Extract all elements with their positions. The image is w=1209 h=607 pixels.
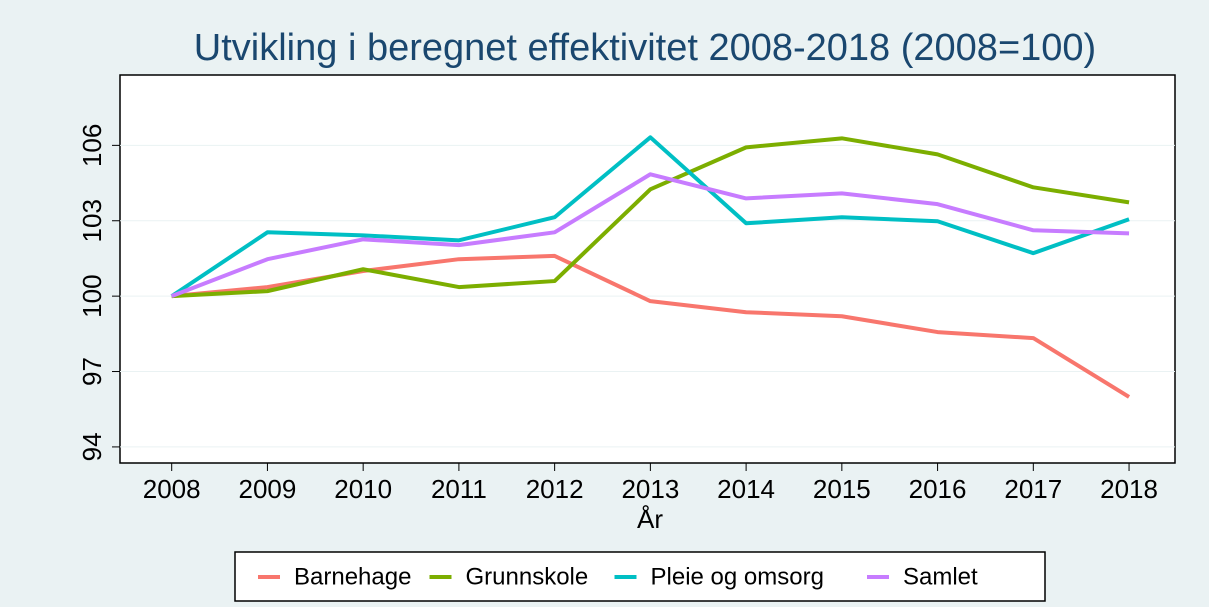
legend bbox=[234, 551, 1046, 602]
x-tick-label: 2009 bbox=[239, 474, 297, 504]
plot-area bbox=[119, 74, 1176, 464]
legend-label: Barnehage bbox=[294, 563, 411, 590]
x-tick-label: 2010 bbox=[334, 474, 392, 504]
x-tick-label: 2014 bbox=[717, 474, 775, 504]
series-line bbox=[170, 172, 1130, 299]
x-tick-label: 2016 bbox=[909, 474, 967, 504]
series-line bbox=[170, 135, 1130, 298]
chart-title: Utvikling i beregnet effektivitet 2008-2… bbox=[194, 27, 1096, 69]
legend-label: Pleie og omsorg bbox=[651, 563, 824, 590]
y-tick-label: 97 bbox=[77, 357, 107, 386]
x-tick-label: 2011 bbox=[431, 474, 487, 504]
y-tick-label: 103 bbox=[77, 199, 107, 242]
legend-label: Samlet bbox=[903, 563, 978, 590]
x-tick-label: 2008 bbox=[143, 474, 201, 504]
y-tick-label: 100 bbox=[77, 274, 107, 317]
x-tick-label: 2012 bbox=[526, 474, 584, 504]
series-line bbox=[171, 136, 1130, 299]
x-axis-label: År bbox=[637, 504, 663, 534]
x-tick-label: 2013 bbox=[621, 474, 679, 504]
x-tick-label: 2015 bbox=[813, 474, 871, 504]
legend-label: Grunnskole bbox=[466, 563, 589, 590]
y-tick-label: 94 bbox=[77, 432, 107, 461]
x-tick-label: 2018 bbox=[1100, 474, 1158, 504]
y-tick-label: 106 bbox=[77, 124, 107, 167]
x-tick-label: 2017 bbox=[1004, 474, 1062, 504]
